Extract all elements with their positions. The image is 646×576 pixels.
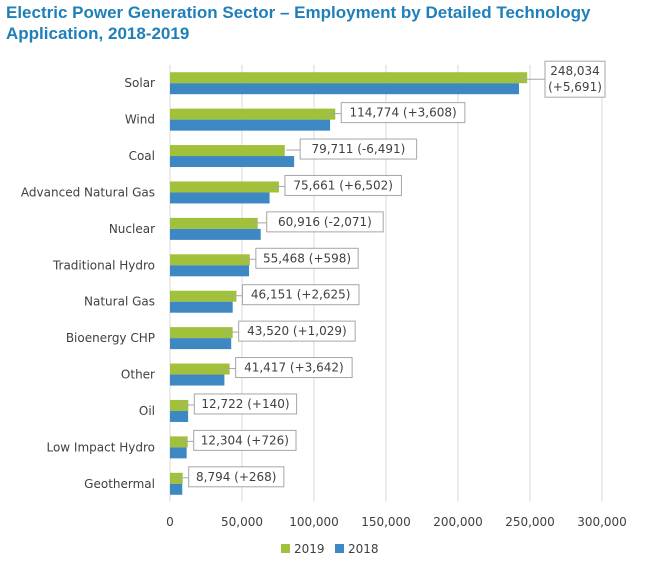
- chart-title: Electric Power Generation Sector – Emplo…: [6, 3, 591, 43]
- x-tick-label: 250,000: [505, 515, 555, 529]
- category-label: Bioenergy CHP: [66, 331, 155, 345]
- data-label-box: [299, 138, 418, 160]
- data-label: 60,916 (-2,071): [278, 215, 372, 229]
- x-tick-label: 0: [166, 515, 174, 529]
- x-tick-label: 300,000: [577, 515, 627, 529]
- bar-2018: [170, 83, 519, 95]
- bar-2018: [170, 301, 233, 313]
- category-label: Natural Gas: [84, 295, 155, 309]
- bar-2018: [170, 156, 295, 168]
- legend-label-2019: 2019: [294, 542, 325, 556]
- bar-2018: [170, 483, 183, 495]
- x-tick-label: 200,000: [433, 515, 483, 529]
- x-tick-label: 150,000: [361, 515, 411, 529]
- bar-2019: [170, 436, 188, 448]
- category-label: Solar: [124, 76, 155, 90]
- data-label: 12,304 (+726): [201, 433, 289, 447]
- bar-2019: [170, 290, 237, 302]
- legend-label-2018: 2018: [348, 542, 379, 556]
- data-label-box: [255, 247, 359, 269]
- data-label-box: [193, 393, 298, 415]
- data-label-box: [340, 102, 466, 124]
- data-label-box: [241, 284, 360, 306]
- bar-2019: [170, 363, 230, 375]
- legend-swatch-2018: [335, 544, 344, 553]
- data-label: 46,151 (+2,625): [251, 288, 351, 302]
- data-label-box: [238, 320, 356, 342]
- data-label: 12,722 (+140): [201, 397, 289, 411]
- category-label: Advanced Natural Gas: [21, 185, 155, 199]
- category-label: Low Impact Hydro: [46, 440, 155, 454]
- category-label: Oil: [139, 404, 155, 418]
- category-label: Traditional Hydro: [52, 258, 155, 272]
- category-label: Other: [121, 368, 155, 382]
- category-label: Geothermal: [84, 477, 155, 491]
- bar-2018: [170, 265, 250, 277]
- data-label: 114,774 (+3,608): [349, 106, 456, 120]
- bar-2019: [170, 181, 279, 193]
- bar-2018: [170, 410, 189, 422]
- data-label: 55,468 (+598): [263, 251, 351, 265]
- bar-2019: [170, 72, 528, 84]
- bar-2019: [170, 217, 258, 229]
- bar-2018: [170, 374, 225, 386]
- data-label: 8,794 (+268): [196, 470, 277, 484]
- data-label: (+5,691): [548, 80, 602, 94]
- bar-2018: [170, 119, 331, 131]
- bar-2018: [170, 228, 261, 240]
- category-label: Coal: [129, 149, 155, 163]
- bar-2019: [170, 145, 285, 157]
- data-label: 43,520 (+1,029): [247, 324, 347, 338]
- data-label-box: [266, 211, 384, 233]
- data-label-box: [284, 174, 402, 196]
- bar-2019: [170, 254, 250, 266]
- bar-2018: [170, 338, 232, 350]
- bar-2019: [170, 399, 189, 411]
- data-label-box: [188, 466, 285, 488]
- bar-2019: [170, 108, 336, 120]
- data-label: 41,417 (+3,642): [244, 361, 344, 375]
- bar-2018: [170, 447, 187, 459]
- x-tick-label: 100,000: [289, 515, 339, 529]
- data-label-box: [235, 357, 353, 379]
- bar-2019: [170, 327, 233, 339]
- legend-swatch-2019: [281, 544, 290, 553]
- data-label: 79,711 (-6,491): [311, 142, 405, 156]
- data-label-box: [193, 429, 297, 451]
- data-label: 248,034: [550, 64, 600, 78]
- data-label: 75,661 (+6,502): [293, 178, 393, 192]
- data-label-box: [544, 60, 606, 98]
- category-label: Wind: [125, 113, 155, 127]
- category-label: Nuclear: [109, 222, 155, 236]
- x-tick-label: 50,000: [221, 515, 263, 529]
- bar-2018: [170, 192, 270, 204]
